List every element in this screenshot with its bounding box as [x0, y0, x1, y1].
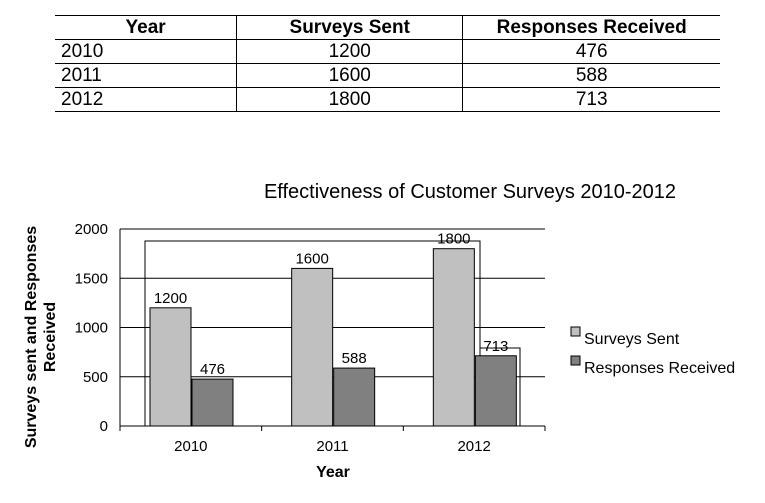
bar [474, 355, 517, 427]
header-year: Year [55, 15, 238, 40]
table-row: 2010 1200 476 [55, 39, 720, 64]
bar [432, 248, 475, 427]
y-tick-label: 500 [83, 369, 108, 386]
table-row: 2012 1800 713 [55, 87, 720, 112]
bar-chart: Effectiveness of Customer Surveys 2010-2… [23, 181, 735, 481]
cell-year: 2011 [55, 63, 238, 88]
plot-area: 0 500 1000 1500 2000 2010 1200 476 2011 1600 588 20… [75, 221, 546, 455]
legend-label: Responses Received [584, 360, 735, 377]
data-table: Year Surveys Sent Responses Received 201… [55, 15, 720, 112]
legend-swatch [570, 326, 581, 337]
cell-responses-received: 476 [462, 39, 720, 64]
legend-label: Surveys Sent [584, 331, 680, 348]
x-axis-label: Year [316, 464, 350, 481]
x-tick-label: 2012 [457, 438, 490, 455]
y-axis-label-line: Received [42, 302, 59, 372]
data-label: 1600 [295, 250, 328, 267]
data-label: 588 [342, 350, 367, 367]
cell-year: 2012 [55, 87, 238, 112]
data-label: 713 [483, 338, 508, 355]
y-axis-label: Surveys sent and Responses Received [23, 226, 59, 448]
y-tick-label: 2000 [75, 221, 108, 238]
x-tick-label: 2010 [174, 438, 207, 455]
y-axis-label-line: Surveys sent and Responses [23, 226, 40, 448]
y-tick-label: 1500 [75, 270, 108, 287]
legend: Surveys Sent Responses Received [570, 326, 735, 377]
bar [149, 307, 192, 427]
data-label: 476 [200, 361, 225, 378]
cell-surveys-sent: 1200 [236, 39, 464, 64]
cell-surveys-sent: 1600 [236, 63, 464, 88]
bar [333, 367, 376, 427]
header-surveys-sent: Surveys Sent [236, 15, 464, 40]
data-label: 1200 [154, 290, 187, 307]
legend-swatch [570, 355, 581, 366]
table-row: 2011 1600 588 [55, 63, 720, 88]
y-tick-label: 0 [100, 418, 108, 435]
header-responses-received: Responses Received [462, 15, 720, 40]
chart-title: Effectiveness of Customer Surveys 2010-2… [264, 181, 676, 203]
x-tick-label: 2011 [316, 438, 348, 455]
data-label: 1800 [437, 231, 470, 248]
bar [291, 267, 334, 427]
table-header-row: Year Surveys Sent Responses Received [55, 15, 720, 40]
cell-responses-received: 713 [462, 87, 720, 112]
cell-surveys-sent: 1800 [236, 87, 464, 112]
cell-responses-received: 588 [462, 63, 720, 88]
y-tick-label: 1000 [75, 320, 108, 337]
cell-year: 2010 [55, 39, 238, 64]
bar [191, 378, 234, 427]
